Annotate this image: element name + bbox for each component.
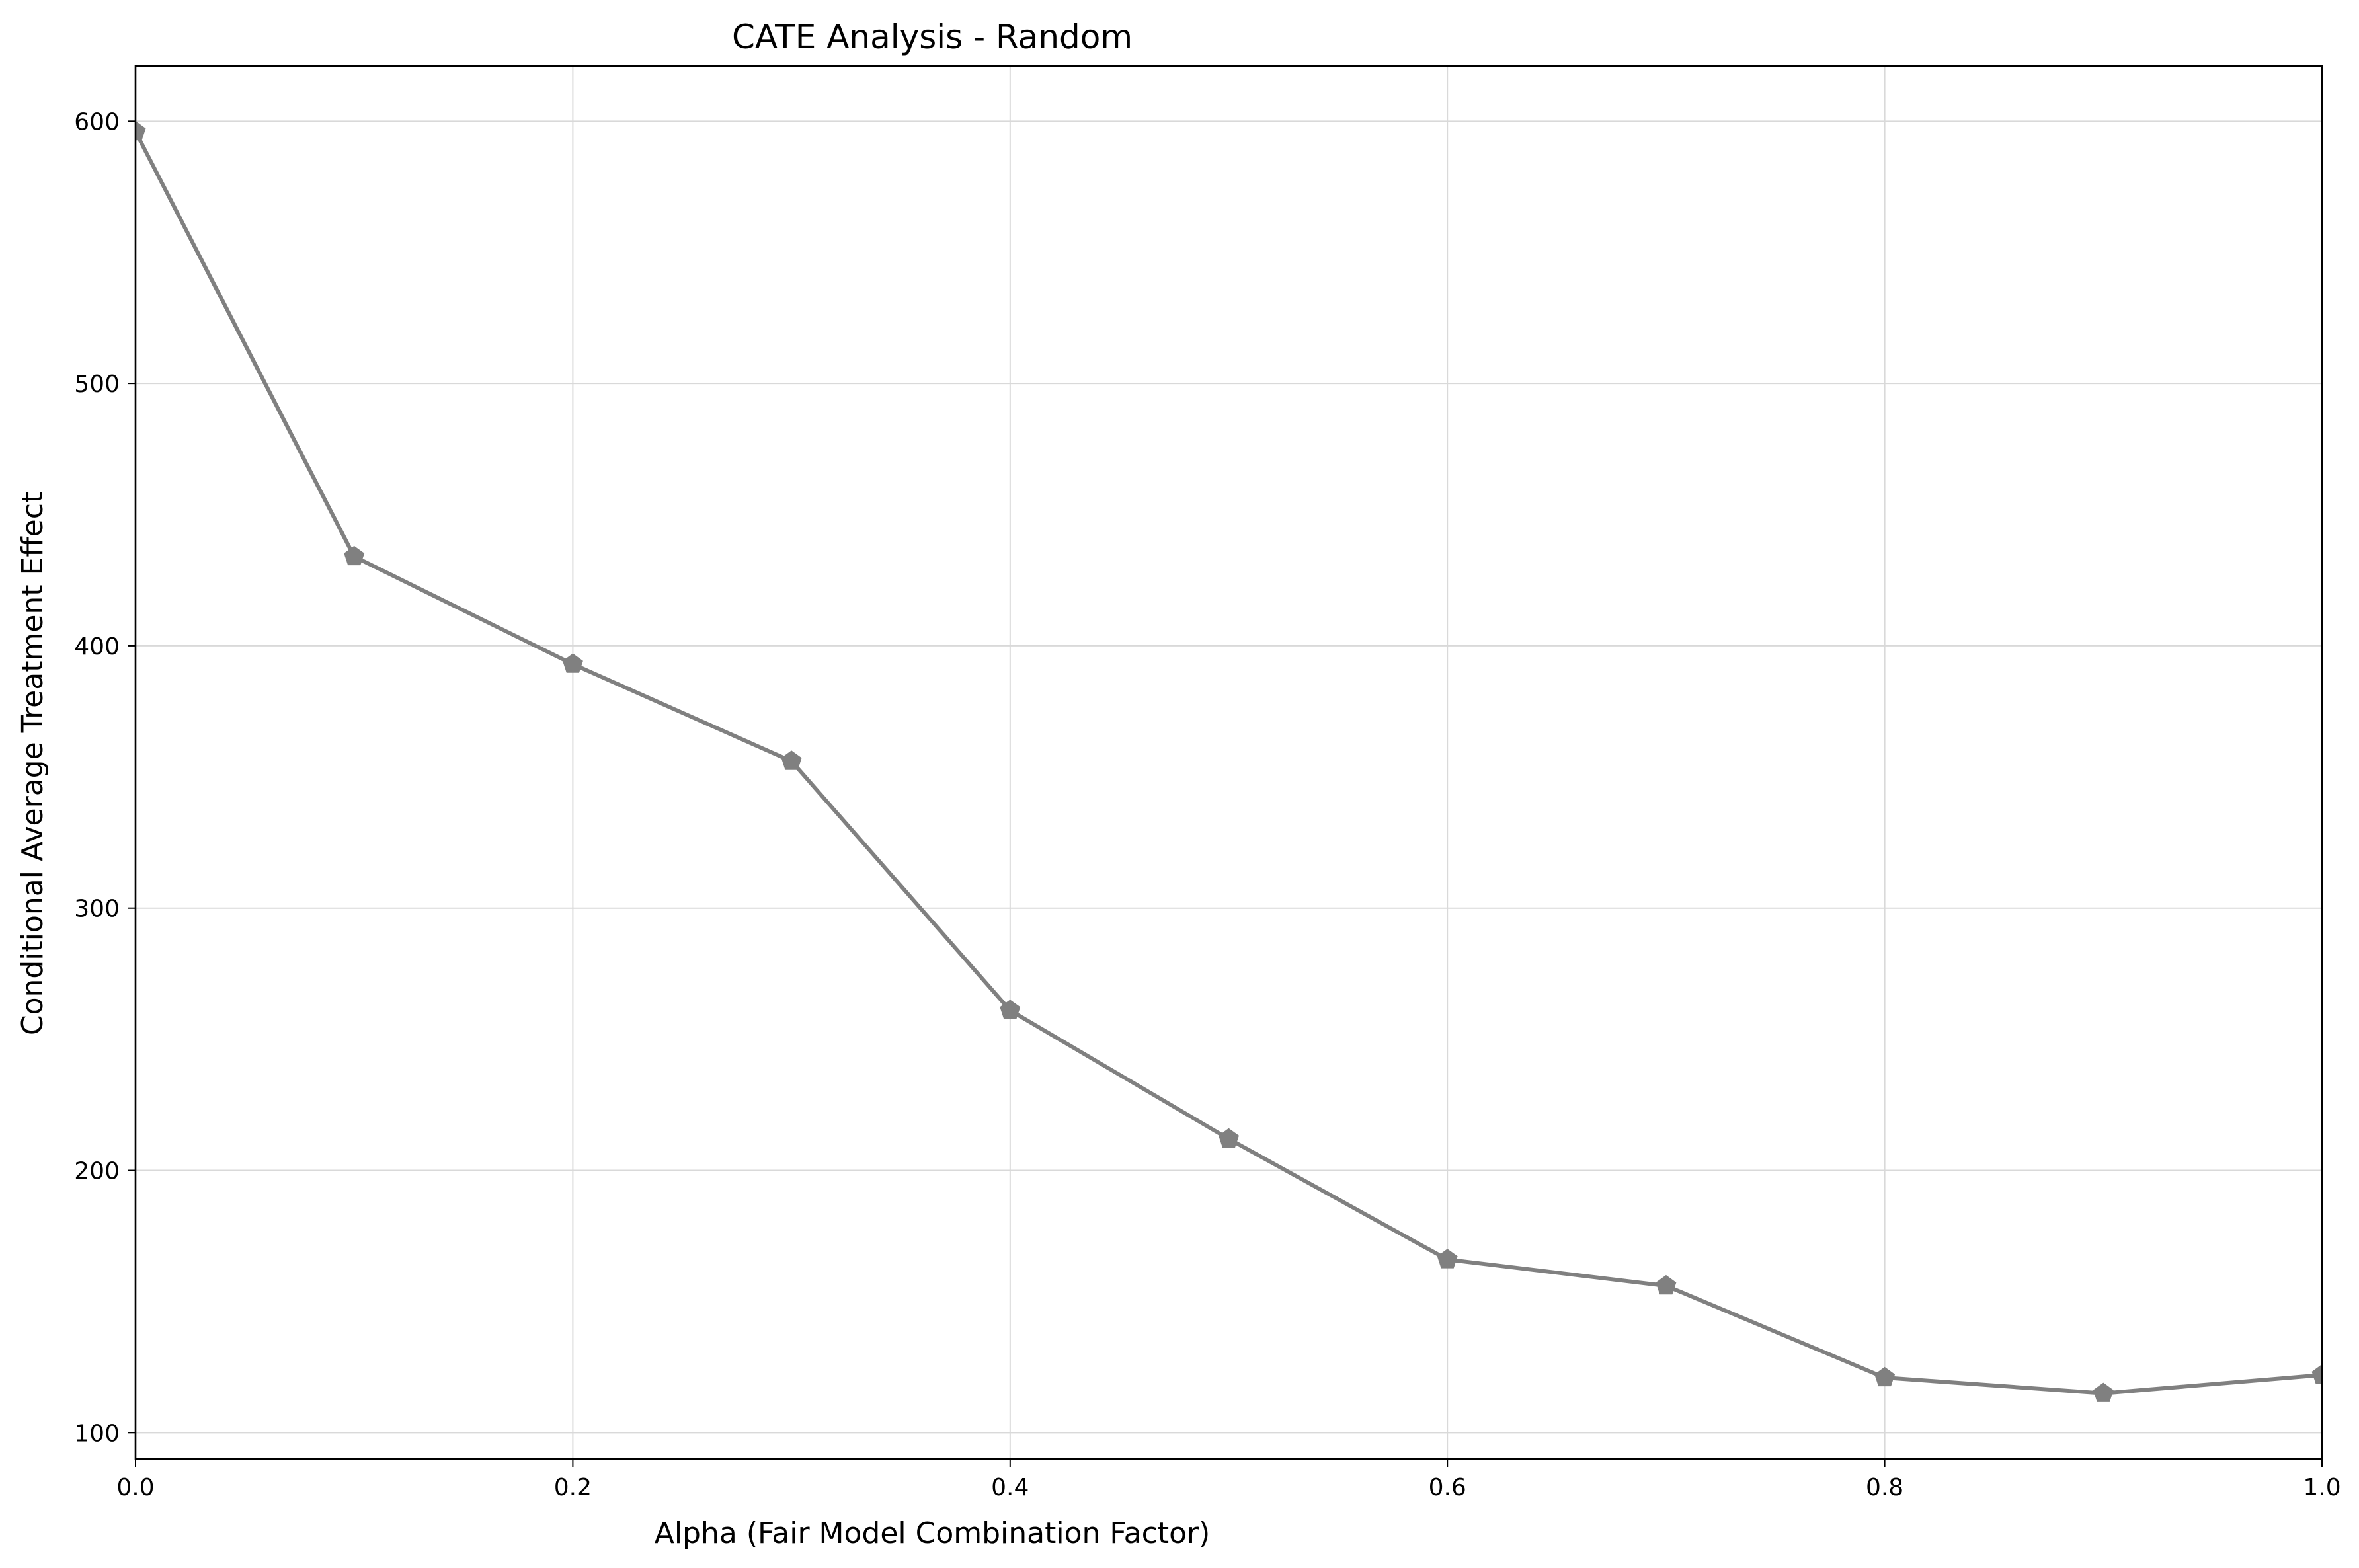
data-point-marker <box>1656 1274 1677 1295</box>
x-axis-ticks: 0.0 0.2 0.4 0.6 0.8 1.0 <box>116 1459 2341 1501</box>
x-tick-label: 1.0 <box>2303 1474 2340 1501</box>
y-tick-label: 500 <box>74 371 120 398</box>
data-point-marker <box>1219 1128 1239 1148</box>
data-point-marker <box>781 750 802 770</box>
y-tick-label: 600 <box>74 108 120 136</box>
x-tick-label: 0.0 <box>116 1474 154 1501</box>
y-tick-label: 100 <box>74 1420 120 1447</box>
data-point-marker <box>1437 1249 1458 1269</box>
data-point-marker <box>344 545 365 566</box>
x-tick-label: 0.4 <box>991 1474 1029 1501</box>
y-axis-ticks: 100 200 300 400 500 600 <box>74 108 136 1447</box>
data-point-marker <box>2093 1382 2114 1402</box>
data-point-marker <box>562 653 583 673</box>
series-layer <box>136 120 2322 1402</box>
x-tick-label: 0.2 <box>554 1474 592 1501</box>
series-random <box>136 120 2322 1402</box>
data-point-marker <box>1000 1000 1021 1019</box>
y-axis-label: Conditional Average Treatment Effect <box>16 492 50 1035</box>
y-tick-label: 300 <box>74 896 120 923</box>
data-point-marker <box>1874 1366 1896 1387</box>
y-tick-label: 400 <box>74 633 120 660</box>
x-tick-label: 0.8 <box>1866 1474 1903 1501</box>
chart-title: CATE Analysis - Random <box>732 18 1133 56</box>
plot-frame <box>134 65 2323 1460</box>
data-point-marker <box>136 120 146 141</box>
y-tick-label: 200 <box>74 1158 120 1185</box>
data-point-marker <box>2311 1364 2322 1384</box>
x-tick-label: 0.6 <box>1429 1474 1466 1501</box>
x-axis-label: Alpha (Fair Model Combination Factor) <box>655 1516 1211 1550</box>
